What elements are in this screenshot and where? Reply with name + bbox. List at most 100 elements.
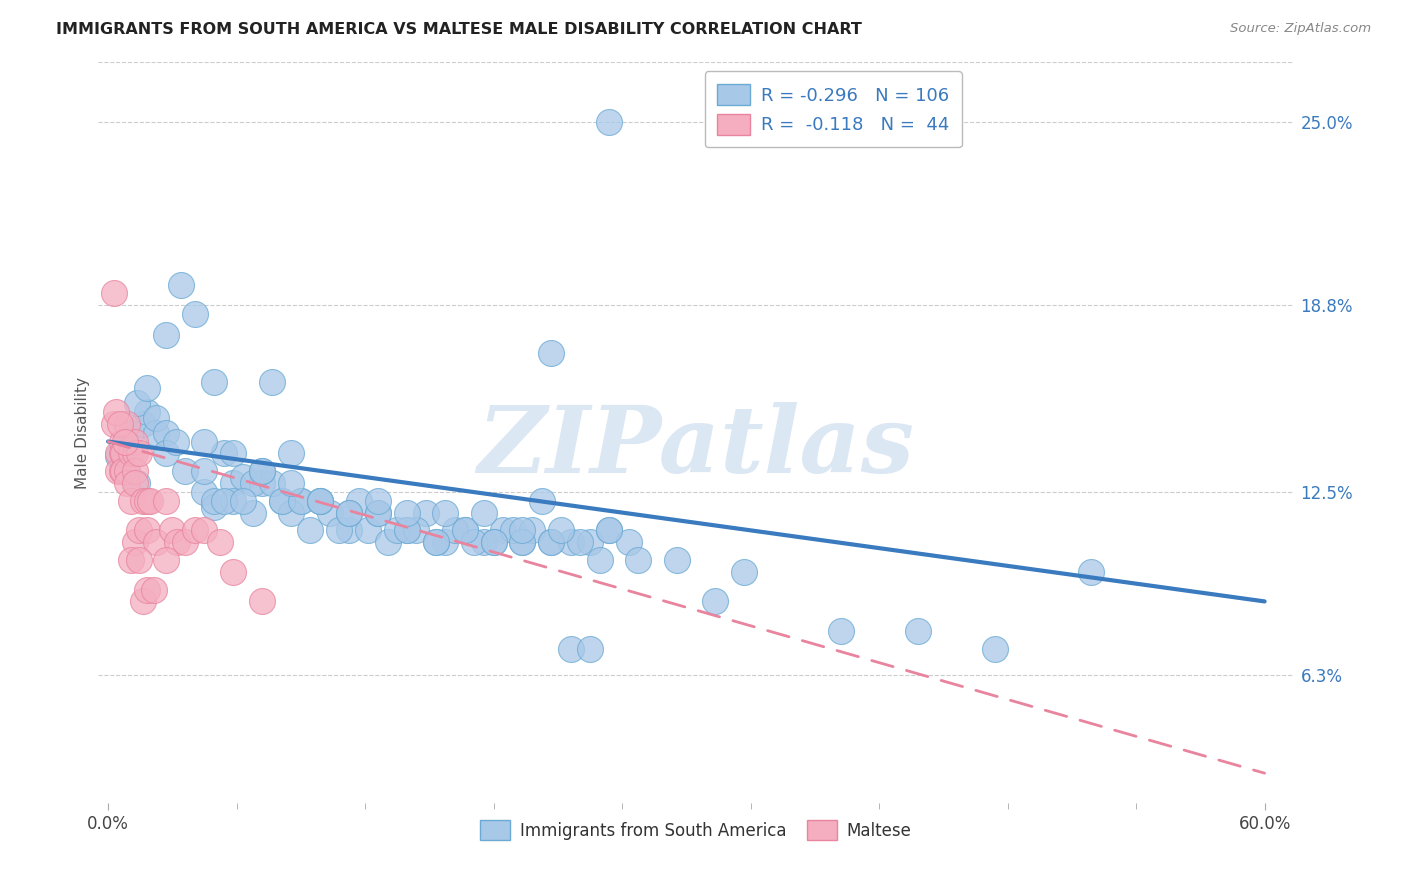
- Point: [579, 535, 602, 549]
- Point: [280, 506, 302, 520]
- Point: [733, 565, 755, 579]
- Point: [117, 475, 139, 490]
- Point: [107, 464, 129, 478]
- Point: [155, 446, 177, 460]
- Point: [155, 553, 177, 567]
- Point: [124, 434, 146, 449]
- Point: [560, 535, 582, 549]
- Point: [139, 493, 162, 508]
- Point: [665, 553, 688, 567]
- Point: [367, 506, 389, 520]
- Point: [482, 535, 505, 549]
- Point: [309, 493, 332, 508]
- Point: [512, 535, 534, 549]
- Point: [252, 464, 274, 478]
- Y-axis label: Male Disability: Male Disability: [75, 376, 90, 489]
- Point: [202, 500, 225, 514]
- Point: [107, 450, 129, 464]
- Point: [145, 535, 167, 549]
- Point: [120, 446, 142, 460]
- Point: [502, 524, 524, 538]
- Point: [232, 470, 254, 484]
- Point: [145, 425, 167, 440]
- Point: [120, 553, 142, 567]
- Point: [907, 624, 929, 638]
- Point: [385, 524, 409, 538]
- Point: [598, 524, 620, 538]
- Point: [110, 434, 132, 449]
- Point: [1080, 565, 1102, 579]
- Point: [222, 475, 245, 490]
- Text: Source: ZipAtlas.com: Source: ZipAtlas.com: [1230, 22, 1371, 36]
- Point: [222, 446, 245, 460]
- Point: [132, 594, 155, 608]
- Point: [184, 307, 207, 321]
- Point: [125, 396, 148, 410]
- Point: [110, 464, 132, 478]
- Point: [405, 524, 427, 538]
- Point: [309, 493, 332, 508]
- Point: [425, 535, 447, 549]
- Point: [110, 446, 132, 460]
- Point: [145, 410, 167, 425]
- Point: [124, 535, 146, 549]
- Point: [319, 506, 342, 520]
- Point: [347, 493, 370, 508]
- Point: [232, 493, 254, 508]
- Point: [212, 446, 235, 460]
- Point: [174, 464, 197, 478]
- Point: [165, 434, 187, 449]
- Point: [242, 475, 264, 490]
- Point: [434, 535, 457, 549]
- Point: [112, 441, 135, 455]
- Point: [704, 594, 727, 608]
- Point: [104, 405, 127, 419]
- Point: [540, 535, 562, 549]
- Point: [124, 464, 146, 478]
- Point: [135, 493, 157, 508]
- Point: [124, 475, 146, 490]
- Point: [830, 624, 852, 638]
- Point: [627, 553, 650, 567]
- Point: [193, 524, 215, 538]
- Point: [135, 524, 157, 538]
- Point: [377, 535, 399, 549]
- Point: [193, 464, 215, 478]
- Point: [252, 594, 274, 608]
- Point: [453, 524, 475, 538]
- Point: [444, 524, 467, 538]
- Point: [328, 524, 350, 538]
- Point: [598, 524, 620, 538]
- Point: [463, 535, 485, 549]
- Point: [143, 582, 166, 597]
- Point: [108, 417, 131, 431]
- Point: [193, 434, 215, 449]
- Point: [550, 524, 572, 538]
- Point: [280, 475, 302, 490]
- Point: [588, 553, 610, 567]
- Point: [125, 475, 148, 490]
- Point: [166, 535, 188, 549]
- Point: [367, 506, 389, 520]
- Point: [434, 506, 457, 520]
- Point: [208, 535, 231, 549]
- Point: [280, 446, 302, 460]
- Point: [270, 493, 292, 508]
- Point: [560, 641, 582, 656]
- Point: [337, 506, 360, 520]
- Point: [202, 376, 225, 390]
- Point: [337, 524, 360, 538]
- Point: [160, 524, 183, 538]
- Point: [124, 446, 146, 460]
- Point: [155, 493, 177, 508]
- Point: [579, 641, 602, 656]
- Text: ZIPatlas: ZIPatlas: [478, 402, 914, 492]
- Point: [174, 535, 197, 549]
- Point: [617, 535, 640, 549]
- Point: [155, 425, 177, 440]
- Point: [395, 524, 418, 538]
- Point: [222, 565, 245, 579]
- Point: [184, 524, 207, 538]
- Point: [512, 535, 534, 549]
- Point: [337, 506, 360, 520]
